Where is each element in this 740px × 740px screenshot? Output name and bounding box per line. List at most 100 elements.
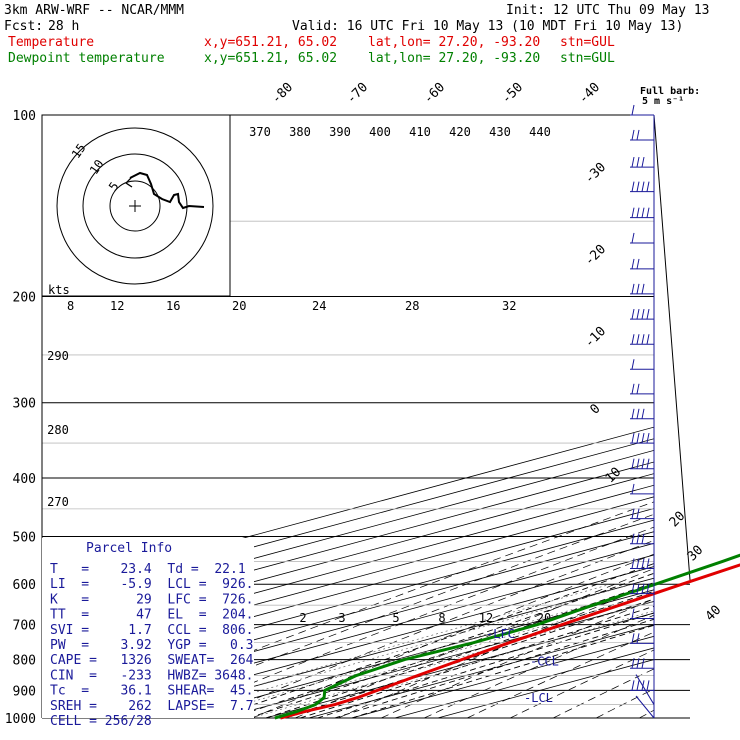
legend-dewpoint-label: Dewpoint temperature <box>8 51 165 66</box>
wind-barb <box>630 583 654 595</box>
wind-barb-flag <box>646 432 650 444</box>
temperature-profile-line <box>280 563 740 720</box>
pressure-tick-label: 300 <box>13 397 36 412</box>
isotherm-line <box>437 659 654 718</box>
hodograph-speed-12: 12 <box>110 299 124 313</box>
pressure-tick-label: 500 <box>13 530 36 545</box>
wind-barb <box>630 533 654 545</box>
wind-barb <box>630 207 654 219</box>
theta-label-top: 380 <box>289 125 311 139</box>
parcel-info-row: CELL = 256/28 <box>50 714 152 729</box>
isotherm-line <box>351 635 654 718</box>
pressure-tick-label: 200 <box>13 291 36 306</box>
moist-adiabat-line <box>299 605 654 718</box>
pressure-tick-label: 600 <box>13 578 36 593</box>
level-marker-ccl: -CCL <box>530 655 559 669</box>
wind-barb-flag <box>631 181 635 192</box>
legend-temperature-label: Temperature <box>8 35 94 50</box>
wind-barb <box>630 104 654 116</box>
wind-barb <box>635 695 655 719</box>
isotherm-label: -60 <box>421 80 448 107</box>
wind-barb-flag <box>641 408 645 419</box>
theta-label-top: 410 <box>409 125 431 139</box>
wind-barb <box>630 408 654 420</box>
wind-barb-flag <box>631 129 635 141</box>
wind-barb-flag <box>646 207 650 218</box>
parcel-info-row: CAPE = 1326 SWEAT= 264 <box>50 653 254 668</box>
legend-dewpoint-coords: x,y=651.21, 65.02 <box>204 51 337 66</box>
parcel-info-title: Parcel Info <box>86 541 172 556</box>
wind-barb <box>630 432 654 444</box>
legend-temperature-coords: x,y=651.21, 65.02 <box>204 35 337 50</box>
legend-temperature-station: stn=GUL <box>560 35 615 50</box>
dry-adiabat-line <box>209 540 654 718</box>
wind-barb <box>635 674 655 705</box>
wind-barb-flag <box>641 207 645 218</box>
wind-barb <box>630 633 654 644</box>
wind-barb-staff <box>635 695 655 719</box>
wind-barb-flag <box>641 156 645 168</box>
theta-label-top: 430 <box>489 125 511 139</box>
pressure-tick-label: 800 <box>13 654 36 669</box>
wind-barb-flag <box>641 458 645 469</box>
hodograph-trace <box>129 171 205 210</box>
wind-barb-flag <box>636 207 640 218</box>
wind-barb-flag <box>636 156 640 168</box>
isotherm-label: -80 <box>269 80 296 107</box>
wind-barb-flag <box>636 583 640 594</box>
wind-barb <box>630 308 654 320</box>
parcel-info-row: Tc = 36.1 SHEAR= 45. <box>50 684 254 699</box>
legend-temperature-latlon: lat,lon= 27.20, -93.20 <box>368 35 540 50</box>
isotherm-label: 0 <box>587 401 603 417</box>
wind-barb-flag <box>646 181 650 192</box>
wind-barb <box>630 608 654 620</box>
wind-barb <box>630 658 654 669</box>
theta-label-top: 370 <box>249 125 271 139</box>
wind-barb-flag <box>636 181 640 192</box>
wind-barb-flag <box>636 258 640 270</box>
wind-barb-flag <box>636 680 640 691</box>
dry-adiabat-line <box>295 568 654 718</box>
isotherm-line <box>265 612 654 718</box>
wind-barb <box>630 156 654 168</box>
parcel-info-box: Parcel Info T = 23.4 Td = 22.1LI = -5.9 … <box>42 538 254 729</box>
hodograph-ring-5 <box>109 180 161 232</box>
wind-barb-flag <box>646 308 650 320</box>
hodograph-speed-8: 8 <box>67 299 74 313</box>
moist-adiabat-line <box>265 590 654 718</box>
moist-adiabat-line <box>248 582 654 718</box>
plot-right-border <box>653 114 691 581</box>
wind-barb <box>630 232 654 244</box>
wind-barb-flag <box>631 232 635 244</box>
mixing-ratio-label: 2 <box>299 611 306 625</box>
isotherm-line <box>179 589 654 718</box>
wind-barb <box>630 483 654 495</box>
isotherm-line <box>50 554 654 718</box>
dewpoint-profile-line <box>274 553 740 720</box>
forecast-label: Fcst: <box>4 19 43 34</box>
wind-barb-flag <box>631 583 635 594</box>
isotherm-line <box>394 647 654 718</box>
wind-barb-flag <box>631 359 635 370</box>
wind-barb-flag <box>636 558 640 569</box>
wind-barb-flag <box>636 633 640 644</box>
wind-barb-flag <box>636 508 640 519</box>
wind-barb <box>630 359 654 370</box>
wind-barb-flag <box>646 458 650 469</box>
wind-barb-flag <box>631 308 635 320</box>
theta-label-top: 400 <box>369 125 391 139</box>
wind-barb-flag <box>636 383 640 394</box>
parcel-info-row: SVI = 1.7 CCL = 806. <box>50 623 254 638</box>
isotherm-label: -30 <box>582 160 609 187</box>
hodograph-trace-start <box>124 177 133 188</box>
wind-barb <box>630 283 654 295</box>
wind-barb-staff <box>635 674 655 705</box>
isotherm-line <box>42 519 654 686</box>
hodograph-speed-16: 16 <box>166 299 180 313</box>
wind-barb-flag <box>636 432 640 444</box>
isotherm-label: -10 <box>582 324 609 351</box>
wind-barb-flag <box>641 583 645 594</box>
forecast-hour: 28 h <box>48 19 79 34</box>
isotherm-label: -40 <box>576 80 603 107</box>
